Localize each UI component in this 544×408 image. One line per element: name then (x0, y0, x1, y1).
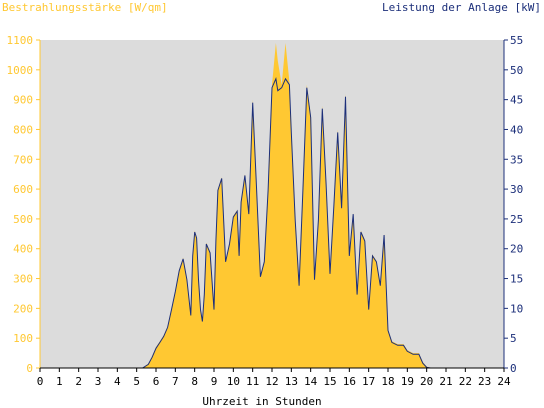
left-tick-label: 200 (13, 302, 33, 315)
x-tick-label: 14 (304, 375, 318, 388)
right-axis-title: Leistung der Anlage [kW] (382, 1, 541, 14)
x-tick-label: 12 (265, 375, 278, 388)
power-line-series (40, 77, 504, 369)
right-tick-label: 50 (510, 64, 523, 77)
x-tick-label: 9 (211, 375, 218, 388)
x-tick-label: 3 (95, 375, 102, 388)
left-tick-label: 400 (13, 243, 33, 256)
x-tick-label: 10 (227, 375, 240, 388)
x-axis-title: Uhrzeit in Stunden (202, 395, 321, 408)
left-tick-label: 900 (13, 94, 33, 107)
x-tick-label: 15 (323, 375, 336, 388)
x-tick-label: 0 (37, 375, 44, 388)
x-tick-label: 11 (246, 375, 259, 388)
x-tick-label: 13 (285, 375, 298, 388)
x-tick-label: 8 (191, 375, 198, 388)
right-tick-label: 40 (510, 123, 523, 136)
x-tick-label: 18 (381, 375, 394, 388)
right-tick-label: 20 (510, 243, 523, 256)
x-tick-label: 1 (56, 375, 63, 388)
left-tick-label: 300 (13, 273, 33, 286)
x-tick-label: 23 (478, 375, 491, 388)
right-tick-label: 55 (510, 34, 523, 47)
x-tick-label: 21 (439, 375, 452, 388)
left-axis-title: Bestrahlungsstärke [W/qm] (2, 1, 168, 14)
left-tick-group: 0 100 200 300 400 500 600 700 800 900 1000 1100 (7, 34, 40, 375)
x-tick-label: 7 (172, 375, 179, 388)
x-tick-label: 20 (420, 375, 433, 388)
left-tick-label: 800 (13, 123, 33, 136)
x-tick-label: 2 (75, 375, 82, 388)
left-tick-label: 100 (13, 332, 33, 345)
right-tick-label: 0 (510, 362, 517, 375)
right-tick-label: 45 (510, 94, 523, 107)
x-tick-label: 19 (401, 375, 414, 388)
left-tick-label: 600 (13, 183, 33, 196)
irradiance-area-series (40, 43, 504, 368)
left-tick-label: 0 (26, 362, 33, 375)
right-tick-label: 25 (510, 213, 523, 226)
left-tick-label: 1000 (7, 64, 34, 77)
x-tick-label: 22 (459, 375, 472, 388)
x-tick-label: 5 (133, 375, 140, 388)
right-tick-label: 30 (510, 183, 523, 196)
x-tick-label: 6 (153, 375, 160, 388)
right-tick-group: 0 5 10 15 20 25 30 35 40 45 50 55 (504, 34, 523, 375)
x-tick-label: 17 (362, 375, 375, 388)
x-tick-label: 16 (343, 375, 356, 388)
left-tick-label: 500 (13, 213, 33, 226)
series-layer (40, 43, 504, 369)
x-tick-group: 0 1 2 3 4 5 6 7 8 9 10 11 12 13 14 15 16 17 18 19 20 21 22 23 24 (37, 368, 511, 388)
right-tick-label: 5 (510, 332, 517, 345)
right-tick-label: 15 (510, 273, 523, 286)
left-tick-label: 1100 (7, 34, 34, 47)
right-tick-label: 35 (510, 153, 523, 166)
right-tick-label: 10 (510, 302, 523, 315)
left-tick-label: 700 (13, 153, 33, 166)
x-tick-label: 4 (114, 375, 121, 388)
x-tick-label: 24 (497, 375, 511, 388)
